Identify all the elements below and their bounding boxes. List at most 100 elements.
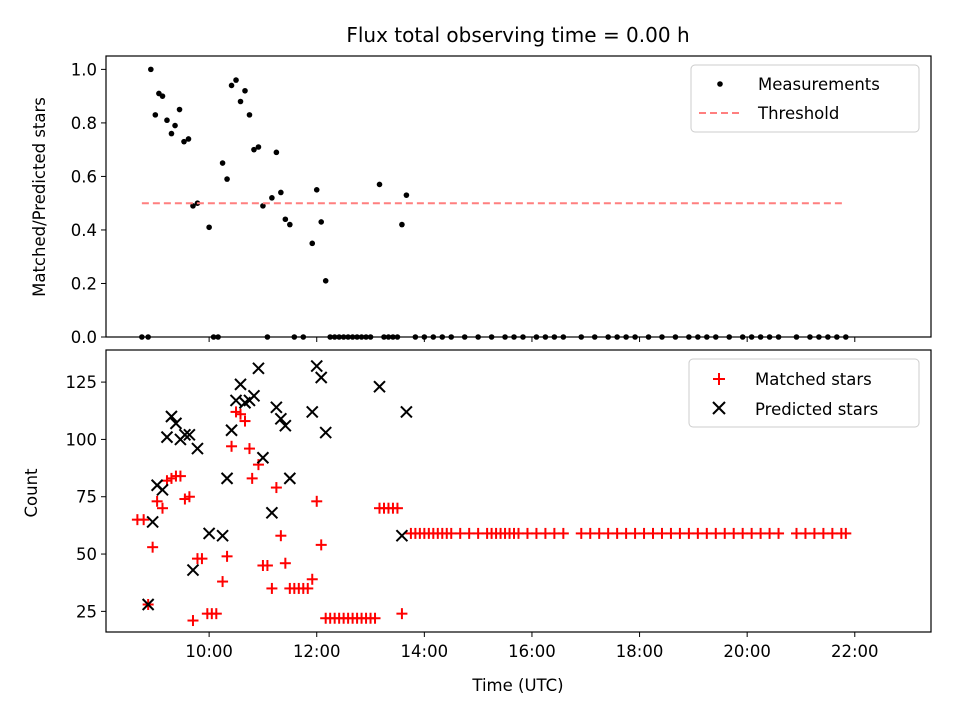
predicted-stars-point [202, 527, 216, 540]
measurement-point [278, 189, 284, 196]
predicted-stars-point [183, 428, 196, 442]
predicted-stars-point [306, 405, 319, 419]
measurement-point [224, 176, 230, 182]
y-tick-label: 75 [76, 488, 97, 507]
x-tick-label: 10:00 [185, 642, 233, 661]
measurement-point [282, 216, 289, 223]
x-tick-label: 14:00 [401, 642, 449, 661]
y-tick-label: 0.0 [71, 328, 97, 347]
matched-stars-point [243, 443, 255, 455]
y-tick-label: 25 [76, 602, 97, 621]
legend-matched-marker [713, 373, 725, 385]
ratio-panel-y-label: Matched/Predicted stars [30, 97, 49, 297]
predicted-stars-point [216, 529, 229, 542]
measurement-point [206, 224, 212, 231]
ratio-panel-frame [105, 55, 932, 338]
matched-stars-point [369, 612, 381, 624]
measurement-point [176, 106, 183, 113]
measurement-point [313, 187, 320, 193]
measurement-point [237, 98, 244, 105]
count-panel-frame [105, 349, 932, 633]
predicted-stars-point [169, 417, 183, 430]
ratio-panel-ticks: 0.0 0.2 0.4 0.6 0.8 1.0 [71, 60, 856, 347]
y-tick-label: 0.8 [71, 114, 97, 133]
predicted-stars-point [395, 529, 409, 542]
count-panel-legend: Matched stars Predicted stars [688, 358, 920, 428]
measurement-point [251, 146, 257, 153]
matched-stars-point [221, 550, 233, 562]
matched-stars-point [266, 582, 278, 594]
measurement-point [228, 82, 235, 89]
count-panel-marks [131, 359, 852, 627]
predicted-stars-point [146, 515, 159, 529]
measurement-point [181, 138, 187, 145]
legend-predicted-marker [712, 401, 726, 415]
predicted-stars-point [310, 359, 323, 373]
predicted-stars-point [373, 380, 386, 393]
predicted-stars-point [247, 389, 261, 403]
matched-stars-point [270, 482, 282, 494]
predicted-stars-point [315, 371, 328, 384]
predicted-stars-point [234, 378, 247, 391]
measurement-point [159, 93, 166, 99]
matched-stars-point [396, 608, 408, 620]
y-tick-label: 0.6 [71, 167, 97, 186]
x-tick-label: 20:00 [723, 642, 771, 661]
predicted-stars-point [160, 430, 174, 444]
y-tick-label: 0.2 [71, 274, 97, 293]
measurement-point [255, 144, 262, 150]
predicted-stars-point [156, 483, 169, 497]
matched-stars-point [217, 576, 229, 588]
matched-stars-point [138, 514, 150, 526]
measurement-point [246, 112, 253, 118]
measurement-point [260, 203, 266, 209]
matched-stars-point [174, 470, 186, 482]
predicted-stars-point [165, 410, 178, 423]
matched-stars-point [196, 553, 208, 565]
predicted-stars-point [141, 598, 155, 611]
matched-stars-point [840, 527, 852, 539]
x-tick-label: 18:00 [616, 642, 664, 661]
y-tick-label: 0.4 [71, 221, 97, 240]
matched-stars-point [246, 472, 258, 484]
measurement-point [152, 112, 159, 118]
predicted-stars-point [256, 451, 270, 464]
matched-stars-point [151, 495, 163, 507]
matched-stars-point [311, 495, 323, 507]
predicted-stars-point [279, 419, 292, 432]
predicted-stars-point [283, 472, 297, 485]
measurement-point [403, 192, 410, 198]
matched-stars-point [306, 573, 318, 585]
measurement-point [242, 87, 248, 94]
matched-stars-point [147, 541, 159, 553]
y-tick-label: 1.0 [71, 60, 97, 79]
matched-stars-point [279, 557, 291, 569]
measurement-point [164, 117, 170, 124]
predicted-stars-point [191, 442, 204, 455]
predicted-stars-point [319, 426, 332, 439]
measurement-point [322, 278, 329, 284]
figure-title: Flux total observing time = 0.00 h [346, 23, 689, 47]
legend-measurements-marker [717, 81, 723, 87]
x-tick-label: 22:00 [831, 642, 879, 661]
measurement-point [273, 149, 280, 156]
measurement-point [233, 77, 239, 83]
matched-stars-point [773, 527, 785, 539]
predicted-stars-point [252, 362, 265, 375]
measurement-point [172, 122, 178, 129]
predicted-stars-point [229, 394, 243, 407]
ratio-panel-legend: Measurements Threshold [690, 64, 920, 133]
predicted-stars-point [265, 506, 279, 519]
predicted-stars-point [186, 563, 200, 577]
count-legend-frame [688, 358, 920, 428]
count-panel-y-label: Count [22, 468, 41, 518]
matched-stars-point [239, 415, 251, 427]
legend-matched-label: Matched stars [755, 370, 872, 389]
matched-stars-point [156, 502, 168, 514]
measurement-point [309, 240, 316, 247]
ratio-panel: 0.0 0.2 0.4 0.6 0.8 1.0 Matched/Predicted sta… [30, 55, 932, 347]
measurement-point [287, 221, 293, 228]
predicted-stars-point [220, 472, 234, 485]
measurement-point [376, 181, 383, 188]
measurement-point [190, 203, 196, 209]
